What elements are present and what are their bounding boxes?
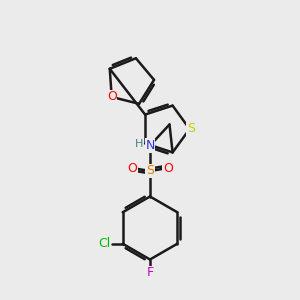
Text: O: O bbox=[163, 161, 173, 175]
Text: N: N bbox=[145, 139, 155, 152]
Text: O: O bbox=[127, 161, 137, 175]
Text: Cl: Cl bbox=[99, 237, 111, 250]
Text: O: O bbox=[107, 91, 117, 103]
Text: F: F bbox=[146, 266, 154, 280]
Text: H: H bbox=[134, 139, 143, 149]
Text: S: S bbox=[146, 164, 154, 178]
Text: S: S bbox=[187, 122, 195, 136]
